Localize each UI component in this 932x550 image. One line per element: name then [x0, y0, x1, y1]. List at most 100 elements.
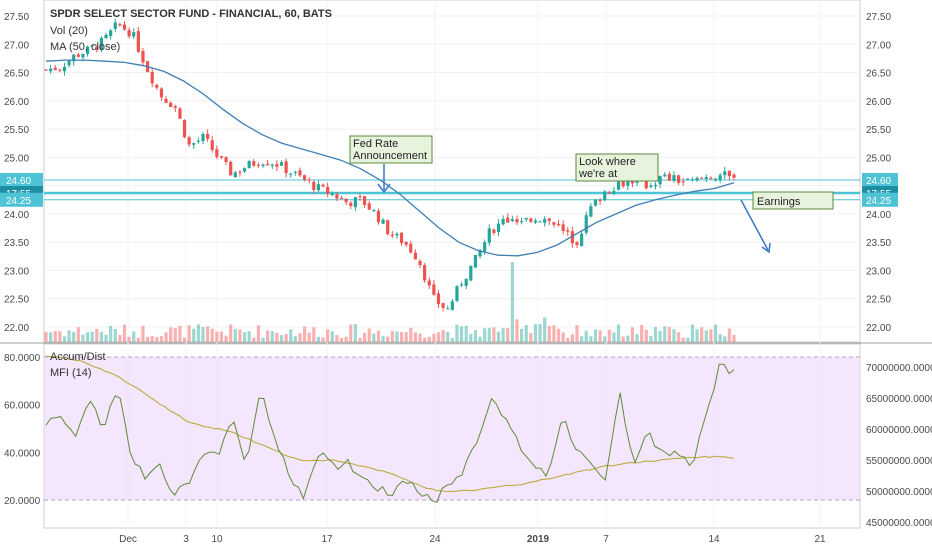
volume-bar: [612, 332, 616, 342]
volume-bar: [44, 331, 48, 342]
moving-average: [45, 59, 735, 257]
candle-body: [506, 217, 510, 223]
candle-body: [519, 221, 524, 223]
mfi-tick-left: 40.0000: [4, 448, 41, 459]
volume-bar: [533, 324, 538, 342]
price-tick-left: 25.50: [4, 125, 29, 136]
volume-bar: [616, 324, 621, 342]
candle-body: [459, 284, 464, 286]
candle-body: [266, 163, 270, 166]
mfi-line: [45, 363, 735, 503]
volume-bar: [450, 337, 454, 342]
candle-body: [727, 170, 731, 177]
candle-body: [307, 179, 311, 181]
candle-body: [386, 220, 390, 235]
volume-bar: [575, 325, 579, 342]
price-tick-right: 27.00: [866, 40, 891, 51]
candle-body: [141, 51, 145, 63]
volume-bar: [164, 332, 168, 342]
volume-bar: [464, 325, 468, 342]
candle-body: [409, 243, 413, 253]
volume-bar: [672, 329, 676, 342]
volume-bar: [312, 327, 316, 342]
candle-body: [455, 286, 459, 301]
time-tick: 7: [603, 534, 609, 545]
volume-bar: [289, 329, 293, 342]
candle-body: [709, 177, 713, 179]
candle-body: [450, 301, 454, 310]
volume-bar: [159, 336, 164, 342]
candle-body: [473, 254, 478, 268]
candle-body: [672, 175, 676, 181]
candle-body: [566, 230, 570, 232]
note-earnings[interactable]: Earnings: [752, 191, 834, 210]
candle-body: [552, 222, 556, 225]
volume-bar: [496, 331, 501, 342]
candle-body: [330, 193, 334, 196]
candle-body: [732, 174, 736, 178]
candle-body: [53, 67, 57, 71]
volume-bar: [626, 335, 630, 342]
price-tag-right: 24.60: [866, 176, 891, 187]
volume-bar: [603, 336, 607, 342]
volume-bar: [376, 330, 381, 342]
candle-body: [233, 172, 237, 178]
candle-body: [58, 69, 62, 71]
candle-body: [427, 280, 431, 286]
volume-bar: [224, 335, 228, 342]
volume-bar: [196, 324, 200, 342]
volume-bar: [686, 337, 690, 342]
candle-body: [570, 231, 574, 244]
candle-body: [395, 233, 399, 236]
volume-bar: [182, 337, 187, 342]
volume-bar: [136, 337, 140, 342]
volume-bar: [293, 336, 297, 342]
note-earnings-text: Earnings: [757, 196, 801, 208]
volume-bar: [173, 327, 177, 342]
volume-bar: [127, 336, 131, 342]
price-tick-left: 23.50: [4, 238, 29, 249]
price-tick-right: 22.50: [866, 295, 891, 306]
volume-bar: [390, 330, 394, 342]
candle-body: [644, 177, 648, 189]
price-tick-right: 24.00: [866, 210, 891, 221]
price-tick-left: 22.50: [4, 295, 29, 306]
time-tick: 24: [429, 534, 441, 545]
volume-bar: [423, 337, 427, 342]
candle-body: [242, 168, 247, 172]
candle-body: [603, 191, 607, 201]
volume-bar: [566, 337, 570, 342]
note-look-where-box: [575, 153, 659, 182]
price-tick-left: 27.50: [4, 12, 29, 23]
volume-bar: [49, 332, 53, 342]
candle-body: [349, 202, 353, 207]
candle-body: [62, 66, 67, 72]
volume-bar: [219, 331, 224, 342]
note-fed-rate-box: [349, 135, 433, 164]
candle-body: [155, 84, 159, 88]
volume-bar: [584, 330, 588, 342]
candle-body: [593, 199, 598, 206]
candle-body: [469, 265, 473, 281]
time-tick: 3: [183, 534, 189, 545]
volume-bar: [690, 324, 695, 342]
note-earnings-box: [752, 191, 834, 210]
candle-body: [95, 46, 99, 50]
candle-body: [344, 198, 348, 203]
candle-body: [363, 196, 367, 205]
candle-body: [580, 233, 584, 247]
price-tick-right: 22.00: [866, 323, 891, 334]
price-tick-right: 25.50: [866, 125, 891, 136]
volume-bar: [436, 332, 441, 342]
candle-body: [626, 180, 630, 186]
volume-bar: [723, 336, 727, 342]
candle-body: [159, 88, 164, 98]
note-fed-rate[interactable]: Fed Rate Announcement: [349, 135, 433, 164]
candle-body: [72, 54, 76, 62]
volume-bar: [653, 327, 658, 342]
candle-body: [215, 149, 219, 157]
volume-bar: [413, 332, 417, 342]
candle-body: [556, 223, 561, 226]
note-look-where[interactable]: Look where we're at: [575, 153, 659, 182]
candle-body: [612, 191, 616, 194]
